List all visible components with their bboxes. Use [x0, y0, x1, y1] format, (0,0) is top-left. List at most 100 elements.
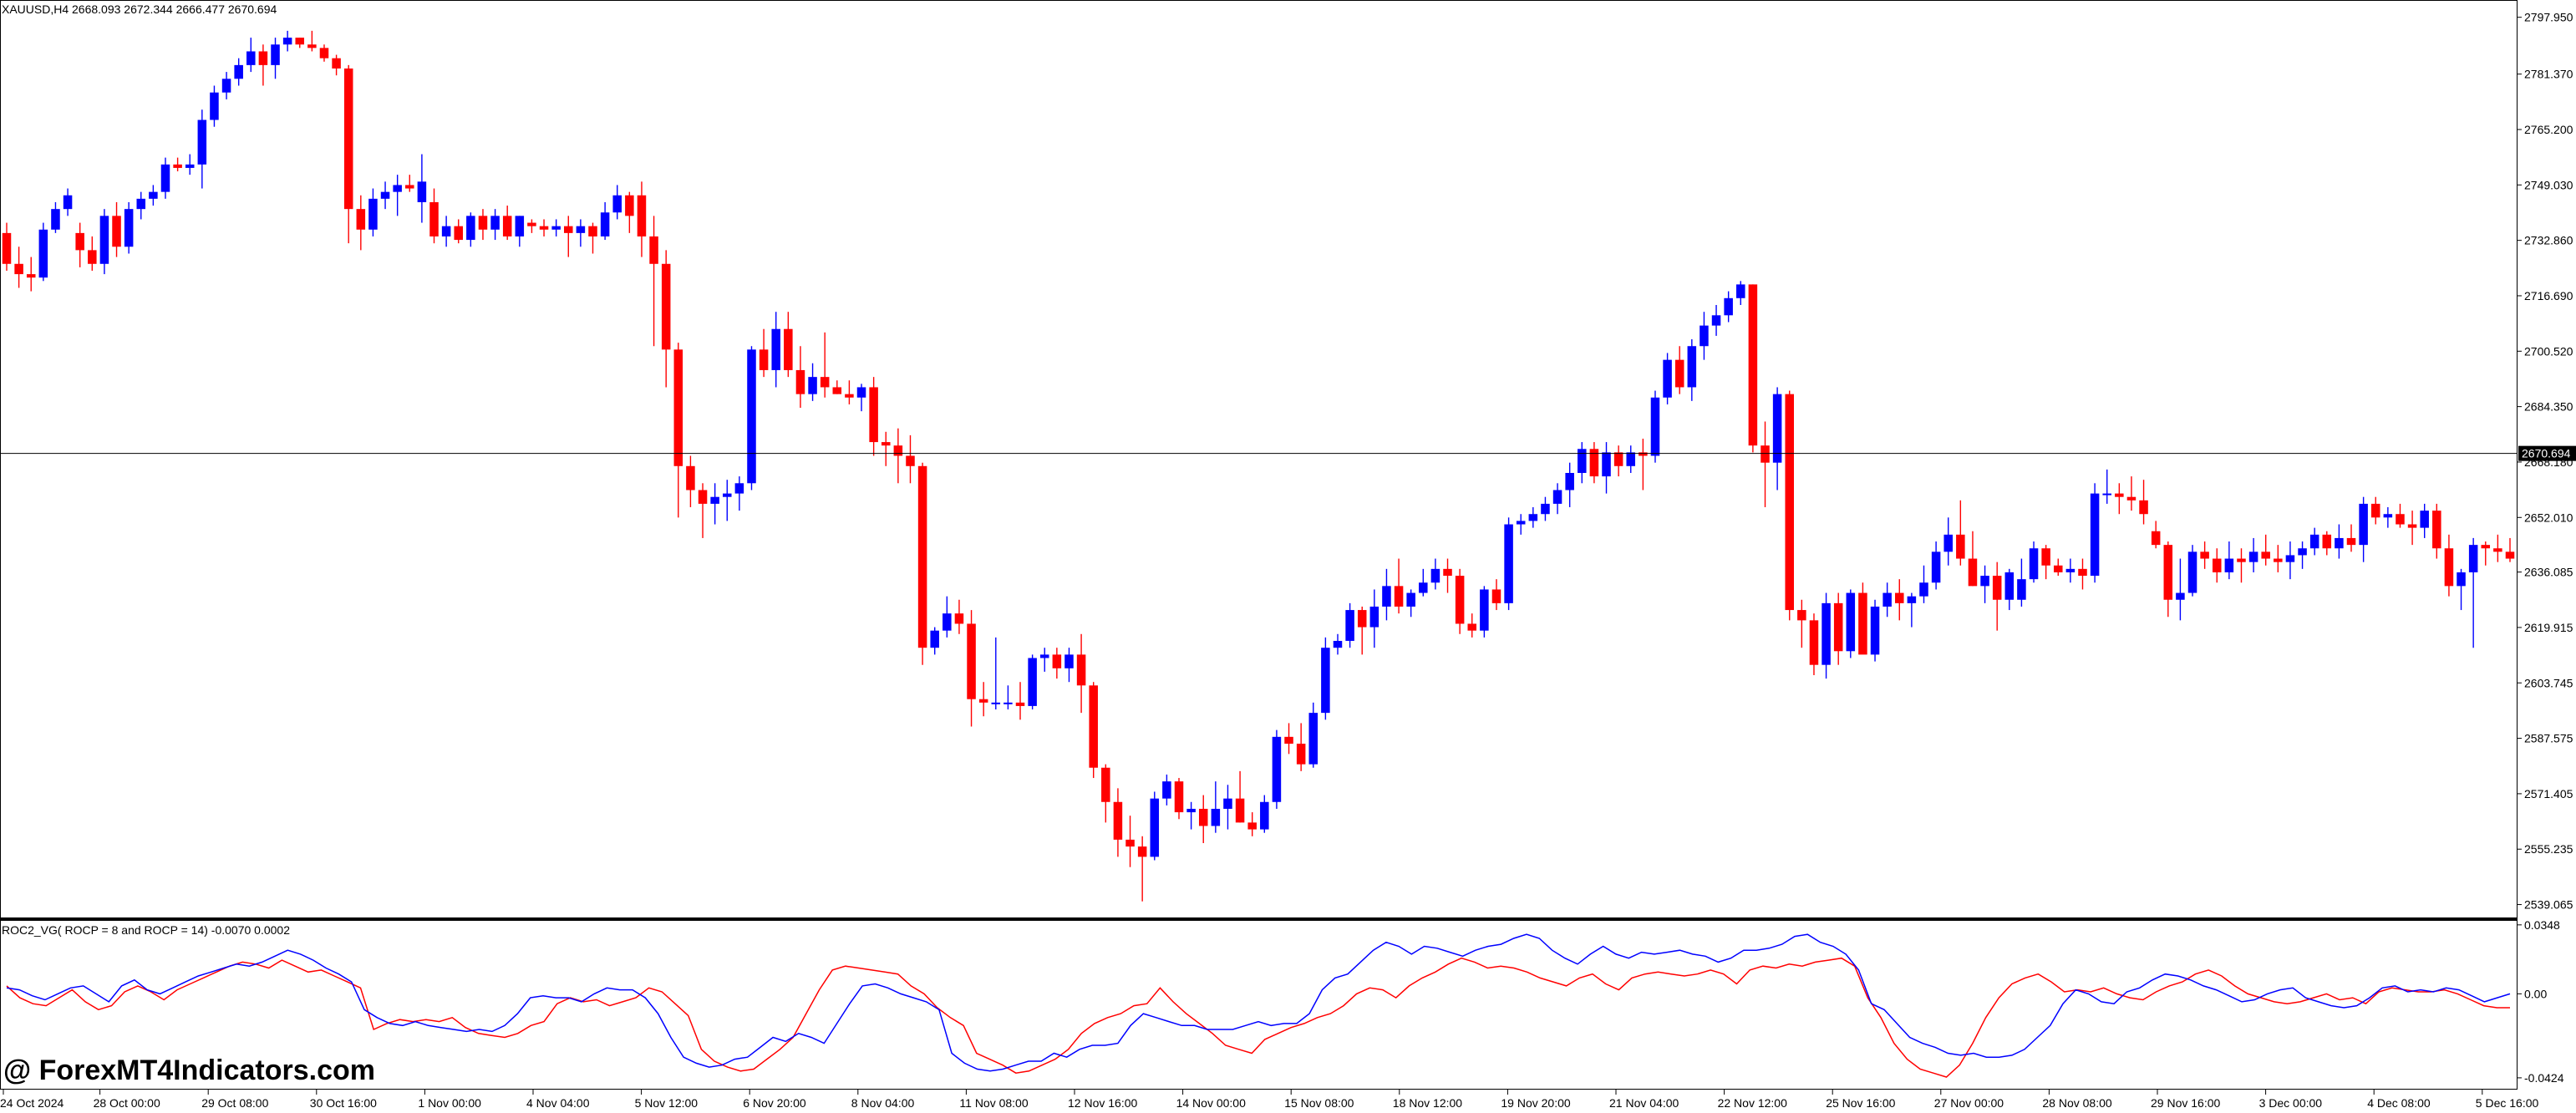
candle-body: [1833, 602, 1843, 652]
price-axis[interactable]: 2797.950 2781.370 2765.200 2749.030 2732.860…: [2517, 11, 2573, 912]
candle-body: [454, 226, 464, 241]
candle: [1186, 801, 1196, 830]
candle: [149, 185, 158, 206]
time-tick-label: 5 Nov 12:00: [635, 1096, 699, 1110]
candle: [1589, 442, 1599, 484]
price-tick-label: 2652.010: [2524, 511, 2573, 524]
candle-body: [1821, 602, 1831, 665]
candle-body: [2309, 534, 2319, 549]
candle-body: [1064, 654, 1074, 668]
candle-body: [759, 349, 769, 370]
candle: [2017, 558, 2026, 607]
candle-body: [1516, 521, 1526, 525]
candle: [1980, 565, 1989, 603]
candle-body: [2248, 551, 2258, 562]
candle-body: [197, 119, 207, 165]
candle: [747, 346, 756, 490]
candle-body: [527, 222, 536, 226]
candle: [1125, 816, 1135, 867]
candle: [1198, 795, 1208, 843]
candle: [1052, 648, 1062, 679]
candle-body: [2115, 493, 2124, 497]
candle: [2407, 511, 2417, 546]
candle-body: [502, 216, 512, 236]
price-tick-label: 2587.575: [2524, 732, 2573, 745]
candle-body: [820, 377, 830, 388]
candle-body: [1943, 534, 1953, 552]
candle-body: [1394, 586, 1404, 607]
candle-body: [1272, 736, 1282, 802]
candle: [1578, 442, 1587, 484]
candle: [1846, 589, 1856, 658]
candle: [160, 157, 170, 199]
candle: [295, 38, 305, 48]
candle: [1369, 589, 1379, 648]
candle-body: [1870, 606, 1880, 655]
candle: [136, 191, 146, 220]
candle-body: [2396, 514, 2405, 525]
candle: [2139, 480, 2148, 525]
time-tick-label: 8 Nov 04:00: [851, 1096, 915, 1110]
candle-body: [1565, 472, 1574, 490]
candle: [686, 455, 695, 508]
candle: [2481, 541, 2491, 566]
candle: [2029, 541, 2039, 583]
candle-body: [2139, 500, 2148, 515]
candle: [2090, 483, 2100, 583]
candle-body: [393, 185, 402, 192]
candle-body: [1125, 839, 1135, 847]
candle-body: [1504, 524, 1513, 603]
indicator-frame: [0, 920, 2518, 1090]
time-axis[interactable]: 24 Oct 2024 28 Oct 00:00 29 Oct 08:00 30 Oc…: [0, 1090, 2539, 1110]
time-tick-label: 15 Nov 08:00: [1284, 1096, 1354, 1110]
candle-body: [1700, 325, 1709, 347]
time-tick-label: 5 Dec 16:00: [2476, 1096, 2539, 1110]
candle-body: [673, 349, 683, 466]
candle: [393, 175, 402, 216]
candle-body: [1052, 654, 1062, 668]
candle-body: [1480, 589, 1489, 631]
candle-body: [588, 226, 597, 236]
candle: [1211, 781, 1221, 833]
current-price-label: 2670.694: [2522, 447, 2571, 460]
candle: [1150, 791, 1160, 861]
candle-body: [136, 198, 146, 210]
candle: [1724, 291, 1733, 323]
candle-body: [319, 48, 329, 58]
candle: [576, 219, 586, 247]
candle-body: [1846, 592, 1856, 652]
candle: [1419, 568, 1428, 597]
price-tick-label: 2732.860: [2524, 234, 2573, 247]
candle-body: [917, 465, 927, 648]
candle: [832, 380, 842, 394]
indicator-axis[interactable]: 0.0348 0.00 -0.0424: [2517, 918, 2564, 1085]
candle-body: [429, 201, 439, 236]
candle: [2396, 503, 2405, 528]
candle-body: [954, 613, 964, 624]
candle: [417, 154, 427, 223]
candle-body: [2444, 548, 2454, 587]
candle: [51, 201, 60, 233]
roc-line-rocp14: [6, 933, 2511, 1072]
candle: [221, 72, 231, 99]
candle-body: [466, 216, 475, 241]
candle-body: [564, 226, 573, 233]
candle: [1284, 723, 1293, 755]
candle-body: [625, 195, 634, 216]
candle-body: [1626, 452, 1636, 466]
candle: [1235, 770, 1245, 823]
candle-body: [1101, 767, 1110, 802]
candle: [1528, 507, 1538, 528]
candle: [917, 462, 927, 665]
candle: [2224, 541, 2234, 580]
candle: [2309, 527, 2319, 556]
candle: [1491, 579, 1501, 611]
candle-body: [490, 216, 500, 230]
candle: [2078, 558, 2087, 590]
time-tick-label: 28 Nov 08:00: [2042, 1096, 2111, 1110]
candle-body: [1430, 568, 1440, 583]
candle-body: [63, 195, 73, 210]
candle-body: [1419, 582, 1428, 593]
candle: [234, 58, 243, 86]
